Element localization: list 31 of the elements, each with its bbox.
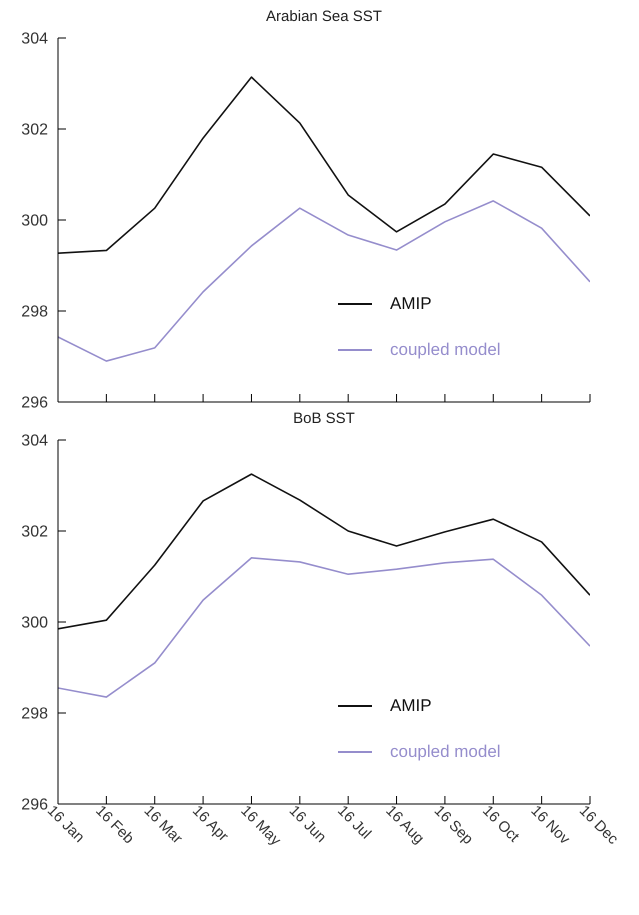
chart-title: BoB SST [292,410,356,429]
x-tick-label: 16 Sep [430,802,476,848]
legend-label: AMIP [390,294,432,314]
legend-label: coupled model [390,742,501,762]
y-tick-label: 298 [21,304,48,321]
legend-label: AMIP [390,696,432,716]
line-series [58,200,590,362]
y-tick-label: 298 [21,706,48,723]
x-tick-label: 16 Jul [334,802,374,842]
y-tick-label: 302 [21,524,48,541]
y-tick-label: 304 [21,30,48,48]
x-tick-label: 16 Nov [527,802,574,848]
y-tick-label: 300 [21,614,48,632]
line-series [58,76,590,254]
y-tick-label: 296 [21,394,48,412]
x-tick-label: 16 Aug [382,802,428,848]
x-tick-label: 16 Feb [92,802,138,848]
x-tick-label: 16 Mar [140,802,186,848]
legend-label: coupled model [390,340,501,360]
chart-title: Arabian Sea SST [265,8,383,27]
y-tick-label: 296 [21,796,48,814]
x-tick-label: 16 Oct [479,802,523,846]
y-tick-label: 302 [21,122,48,139]
line-series [58,473,590,630]
x-tick-label: 16 May [237,802,284,850]
x-tick-label: 16 Dec [576,802,622,848]
line-series [58,557,590,698]
x-tick-label: 16 Jun [286,802,330,846]
y-tick-label: 304 [21,432,48,450]
y-tick-label: 300 [21,212,48,230]
x-tick-label: 16 Apr [188,802,232,845]
